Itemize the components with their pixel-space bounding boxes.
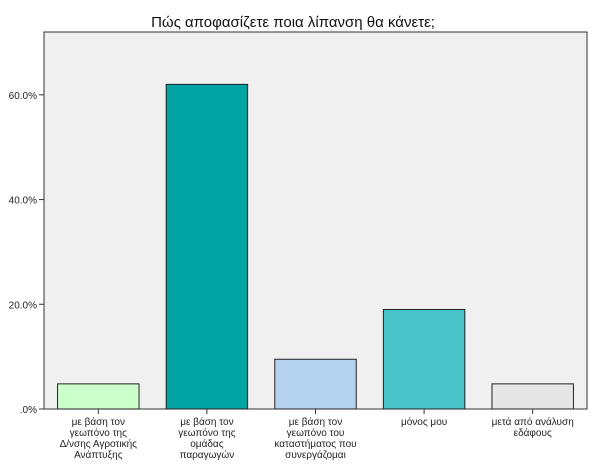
x-tick-label: μετά από ανάλυση εδάφους (492, 416, 574, 439)
x-tick-label: με βάση τον γεωπόνο της Δ/νσης Αγροτικής Αν… (60, 416, 138, 461)
x-tick-label: με βάση τον γεωπόνο του καταστήματος που συ… (274, 416, 356, 461)
x-tick-label: με βάση τον γεωπόνο της ομάδας παραγωγών (178, 416, 235, 461)
x-tick-label-line: εδάφους (514, 427, 552, 439)
x-tick-label-line: μετά από ανάλυση (492, 416, 574, 428)
x-tick-label-line: γεωπόνο της (178, 427, 235, 439)
x-tick-label-line: γεωπόνο της (70, 427, 127, 439)
x-tick-label-line: παραγωγών (180, 449, 235, 461)
x-tick-label-line: ομάδας (190, 438, 223, 450)
x-tick-label-line: με βάση τον (180, 416, 233, 428)
x-tick-label-line: καταστήματος που (274, 438, 356, 450)
x-tick-label-line: Δ/νσης Αγροτικής (60, 438, 138, 450)
y-tick-label: .0% (20, 405, 37, 416)
bar (165, 83, 249, 410)
x-tick-label: μόνος μου (401, 416, 447, 428)
x-tick-label-line: με βάση τον (289, 416, 342, 428)
bar (57, 383, 140, 410)
y-tick-label: 20.0% (9, 300, 37, 311)
y-tick-label: 40.0% (9, 196, 37, 207)
x-axis: με βάση τον γεωπόνο της Δ/νσης Αγροτικής Αν… (60, 409, 574, 461)
plot-area (43, 31, 588, 410)
y-axis: .0% 20.0% 40.0% 60.0% (9, 91, 44, 416)
x-tick-label-line: Ανάπτυξης (74, 449, 123, 461)
x-tick-label-line: μόνος μου (401, 416, 447, 428)
y-tick-label: 60.0% (9, 91, 37, 102)
x-tick-label-line: με βάση τον (72, 416, 125, 428)
bar (491, 383, 574, 410)
x-tick-label-line: γεωπόνο του (287, 427, 345, 439)
x-tick-label-line: συνεργάζομαι (285, 449, 346, 461)
bar (382, 309, 466, 410)
bar (274, 358, 357, 410)
chart-title: Πώς αποφασίζετε ποια λίπανση θα κάνετε; (151, 14, 435, 31)
